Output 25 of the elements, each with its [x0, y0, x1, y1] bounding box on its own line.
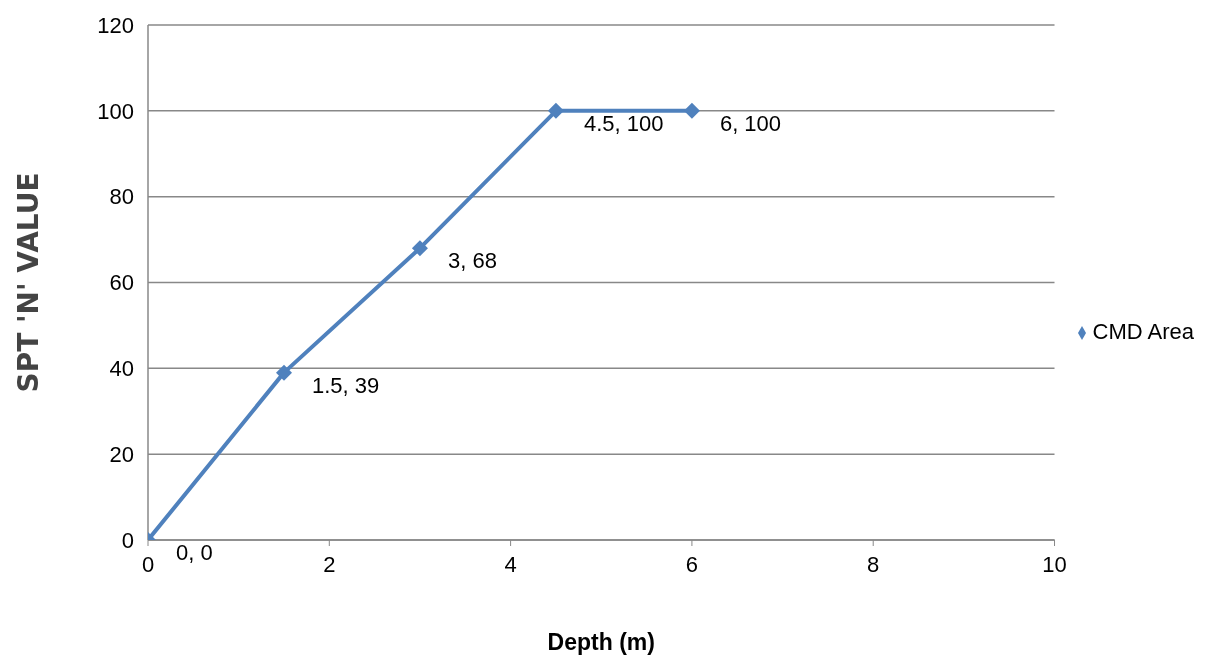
x-tick-label: 8	[867, 551, 880, 577]
data-label: 6, 100	[719, 110, 782, 136]
x-tick-label: 10	[1042, 551, 1067, 577]
data-label: 0, 0	[176, 540, 213, 565]
legend-label: CMD Area	[1092, 318, 1194, 344]
x-tick-label: 2	[323, 551, 336, 577]
data-label: 3, 68	[447, 248, 497, 274]
x-axis-title: Depth (m)	[547, 629, 655, 655]
x-tick-label: 4	[504, 551, 517, 577]
x-tick-label: 0	[141, 551, 155, 577]
x-tick-label: 6	[685, 551, 699, 577]
point	[275, 364, 292, 381]
y-tick-label: 40	[109, 356, 134, 382]
data-label: 4.5, 100	[583, 110, 664, 136]
point	[547, 102, 564, 119]
point	[683, 102, 700, 119]
y-tick-label: 20	[109, 441, 134, 467]
y-tick-label: 120	[97, 12, 134, 38]
y-axis-title: SPT 'N' VALUE	[11, 172, 45, 393]
y-tick-label: 60	[109, 270, 134, 296]
point	[411, 240, 428, 257]
y-tick-label: 80	[109, 184, 134, 210]
data-label: 1.5, 39	[311, 372, 380, 398]
y-tick-label: 100	[97, 98, 134, 124]
y-tick-label: 0	[121, 527, 134, 553]
